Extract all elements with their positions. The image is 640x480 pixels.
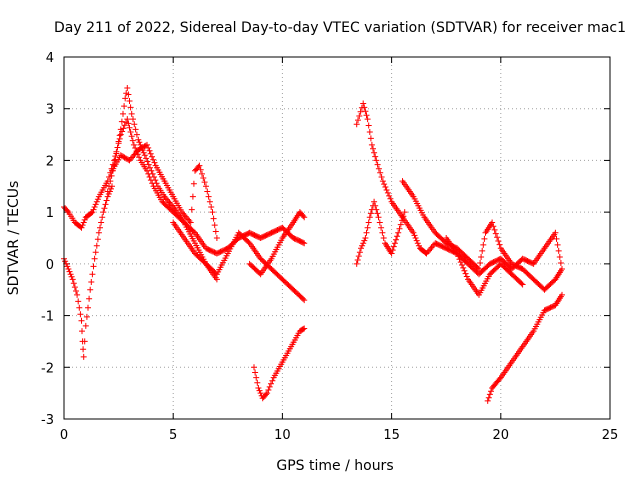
series-track-c-left	[353, 198, 408, 267]
y-tick-label: -3	[41, 413, 54, 428]
series-points-track-a-upper	[109, 141, 220, 241]
y-tick-label: 3	[46, 103, 54, 118]
series-track-b	[251, 325, 308, 402]
x-tick-label: 15	[383, 428, 400, 443]
series-track-c-dip	[443, 235, 526, 298]
y-axis-label: SDTVAR / TECUs	[6, 181, 22, 296]
y-tick-label: 0	[46, 258, 54, 273]
x-tick-label: 10	[274, 428, 291, 443]
series-points-track-a-tail	[246, 209, 308, 278]
series-points-track-c-left	[353, 198, 408, 267]
series-points-track-d	[484, 291, 565, 404]
series-points-track-c-dip	[443, 235, 526, 298]
x-tick-label: 0	[60, 428, 68, 443]
y-tick-label: -1	[41, 310, 54, 325]
series-points-track-b	[251, 325, 308, 402]
series-track-a-lower	[170, 219, 308, 304]
series-track-d	[484, 291, 565, 404]
plot-frame	[63, 56, 611, 420]
chart-title: Day 211 of 2022, Sidereal Day-to-day VTE…	[54, 20, 626, 36]
y-tick-label: 2	[46, 154, 54, 169]
y-tick-label: 1	[46, 206, 54, 221]
y-tick-label: 4	[46, 51, 54, 66]
series-points-track-a-lower	[170, 219, 308, 304]
x-axis-label: GPS time / hours	[276, 458, 393, 474]
series-track-a-upper	[109, 141, 220, 241]
axis-ticks: 0 5 10 15 20 25 -3 -2 -1 0 1 2 3 4	[41, 51, 618, 443]
x-tick-label: 5	[169, 428, 177, 443]
series-track-a-tail	[246, 209, 308, 278]
x-tick-label: 25	[602, 428, 619, 443]
y-tick-label: -2	[41, 361, 54, 376]
x-tick-label: 20	[493, 428, 510, 443]
